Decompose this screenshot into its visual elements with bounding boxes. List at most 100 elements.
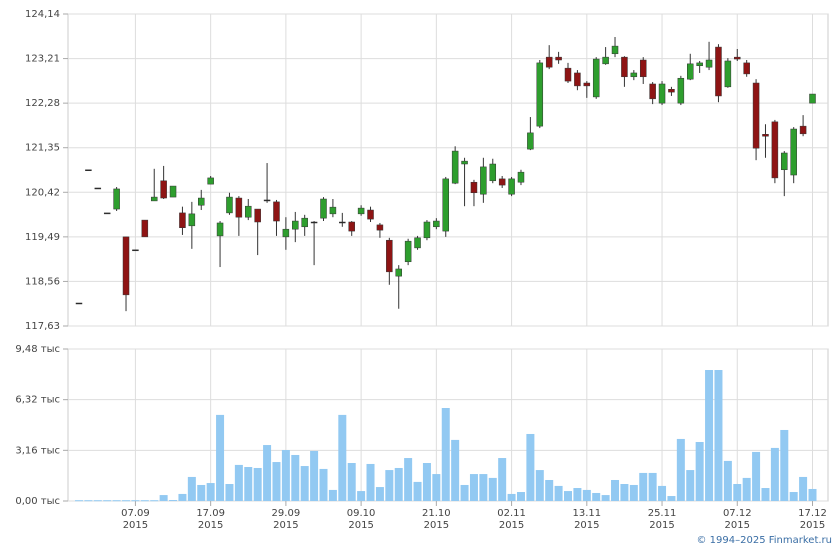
volume-bar [319,468,328,501]
candle-body [207,177,214,185]
volume-bar [507,493,516,501]
volume-bar [347,463,356,501]
candle-body [310,221,318,224]
candle-body [583,82,591,87]
volume-bar [140,500,149,502]
candle-body [752,82,760,149]
volume-bar [629,484,638,501]
volume-bar [338,414,347,501]
volume-bar [178,493,187,501]
volume-bar [611,479,620,501]
volume-bar [122,500,131,502]
candle-body [555,56,562,61]
candle-body [423,221,431,239]
candle-body [132,249,139,252]
volume-bar [441,408,450,501]
y-tick-label: 123,21 [25,54,60,65]
volume-bar [432,474,441,501]
volume-bar [404,458,413,501]
candle-body [705,59,713,68]
candle-body [809,93,816,104]
volume-bar [564,491,572,501]
candle-body [470,181,478,194]
footer: © 1994–2025 Finmarket.ru [696,535,832,546]
volume-bar [648,472,657,501]
y-tick-label: 9,48 тыс [15,344,60,355]
volume-bar [291,454,300,501]
volume-bar [225,484,234,501]
candle-body [649,83,656,100]
volume-bar [676,438,685,501]
candle-body [122,236,130,296]
candle-body [734,56,741,60]
y-tick-label: 118,56 [25,276,60,287]
y-tick-label: 120,42 [25,187,60,198]
candle-body [386,239,393,273]
candle-body [611,45,619,55]
volume-bar [159,495,168,501]
volume-bar [535,470,544,501]
volume-bar [601,495,610,501]
volume-bar [244,467,253,501]
candle-body [113,188,120,210]
volume-bar [667,496,676,501]
volume-bar [479,474,488,501]
volume-bar [723,460,732,501]
candle-body [790,128,797,176]
candle-body [320,198,327,219]
volume-bar [328,489,337,501]
volume-bar [300,466,309,501]
volume-bar [799,476,808,501]
y-tick-label: 122,28 [25,98,60,109]
candle-body [348,221,355,232]
volume-bar [197,484,206,501]
volume-bar [639,472,648,501]
candle-body [527,132,534,150]
volume-bar [789,492,798,501]
candle-body [668,88,675,93]
volume-bar [714,370,723,501]
volume-bar [582,489,591,501]
candle-body [179,212,186,229]
volume-bar [187,476,196,501]
y-tick-label: 3,16 тыс [15,445,60,456]
volume-bar [112,500,121,502]
candle-body [103,212,111,215]
candle-body [329,206,337,215]
volume-bar [422,463,431,501]
candle-body [395,268,402,277]
x-tick-label: 25.11 2015 [647,508,677,531]
candle-body [367,209,374,220]
candle-body [141,219,149,238]
candle-body [771,121,779,179]
candle-body [263,199,271,202]
volume-bar [761,488,770,501]
candle-body [687,63,694,80]
candle-body [658,83,666,104]
y-tick-label: 124,14 [25,9,60,20]
x-tick-label: 07.12 2015 [722,508,752,531]
volume-bar [620,484,629,501]
volume-bar [366,463,375,501]
candle-body [498,178,506,186]
candle-body [282,228,290,238]
volume-bar [460,484,469,501]
y-tick-label: 117,63 [25,321,60,332]
candle-body [630,72,638,78]
volume-bar [281,450,290,501]
x-tick-label: 09.10 2015 [346,508,376,531]
volume-bar [808,488,817,501]
candle-body [245,205,252,218]
candle-body [376,224,384,231]
volume-bar [150,500,159,502]
candle-body [715,46,722,97]
volume-bar [770,447,779,501]
candle-body [545,56,553,68]
candle-body [216,222,224,237]
x-tick-label: 17.12 2015 [798,508,827,531]
candle-body [150,196,158,202]
volume-bar [263,445,272,501]
y-tick-label: 6,32 тыс [15,395,60,406]
volume-bar [253,467,262,501]
candle-body [433,220,440,228]
